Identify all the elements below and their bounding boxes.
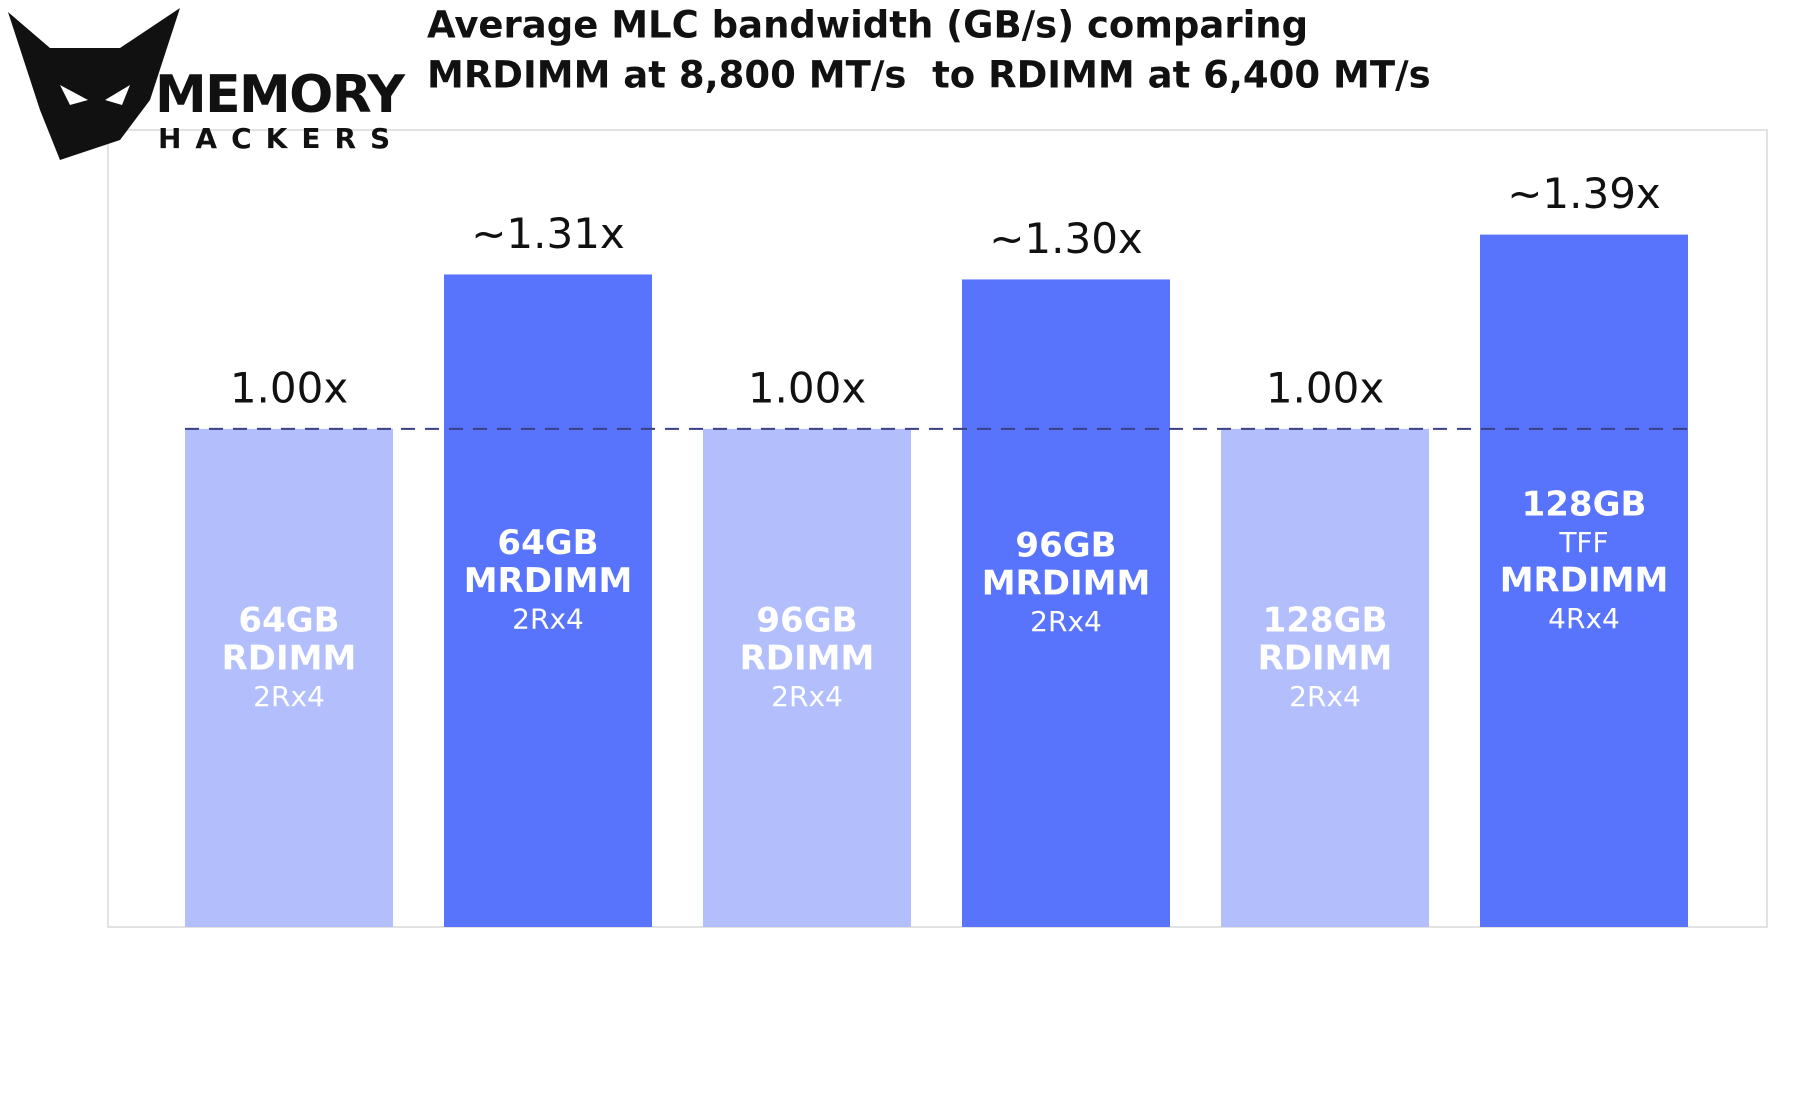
bar <box>444 274 652 927</box>
chart-title: MRDIMM at 8,800 MT/s to RDIMM at 6,400 M… <box>427 54 1431 97</box>
data-label: ~1.31x <box>471 209 625 258</box>
category-label: 128GB <box>1522 484 1647 524</box>
category-label: 2Rx4 <box>1030 605 1102 638</box>
category-label: 2Rx4 <box>253 680 325 713</box>
category-label: RDIMM <box>1258 638 1393 678</box>
logo: MEMORY HACKERS <box>8 8 406 160</box>
bar <box>703 428 911 927</box>
category-label: 128GB <box>1263 600 1388 640</box>
data-label: 1.00x <box>748 363 866 412</box>
category-label: MRDIMM <box>982 564 1151 604</box>
bar <box>1480 234 1688 927</box>
category-label: TFF <box>1558 526 1608 559</box>
bar <box>185 428 393 927</box>
category-label: 2Rx4 <box>1289 680 1361 713</box>
category-label: RDIMM <box>740 638 875 678</box>
category-label: MRDIMM <box>464 561 633 601</box>
data-label: ~1.30x <box>989 214 1143 263</box>
bar <box>962 279 1170 927</box>
category-label: 64GB <box>497 523 598 563</box>
category-label: 4Rx4 <box>1548 602 1620 635</box>
chart-title: Average MLC bandwidth (GB/s) comparing <box>427 4 1308 47</box>
data-label: 1.00x <box>230 363 348 412</box>
category-label: 2Rx4 <box>512 603 584 636</box>
category-label: 96GB <box>1015 526 1116 566</box>
category-label: 96GB <box>756 600 857 640</box>
category-label: 64GB <box>238 600 339 640</box>
category-label: RDIMM <box>222 638 357 678</box>
bar <box>1221 428 1429 927</box>
logo-eyes <box>60 85 130 105</box>
category-label: 2Rx4 <box>771 680 843 713</box>
data-label: ~1.39x <box>1507 169 1661 218</box>
logo-text: MEMORY <box>155 65 406 125</box>
logo-mark <box>8 8 180 160</box>
logo-subtext: HACKERS <box>158 122 404 155</box>
data-label: 1.00x <box>1266 363 1384 412</box>
category-label: MRDIMM <box>1500 560 1669 600</box>
